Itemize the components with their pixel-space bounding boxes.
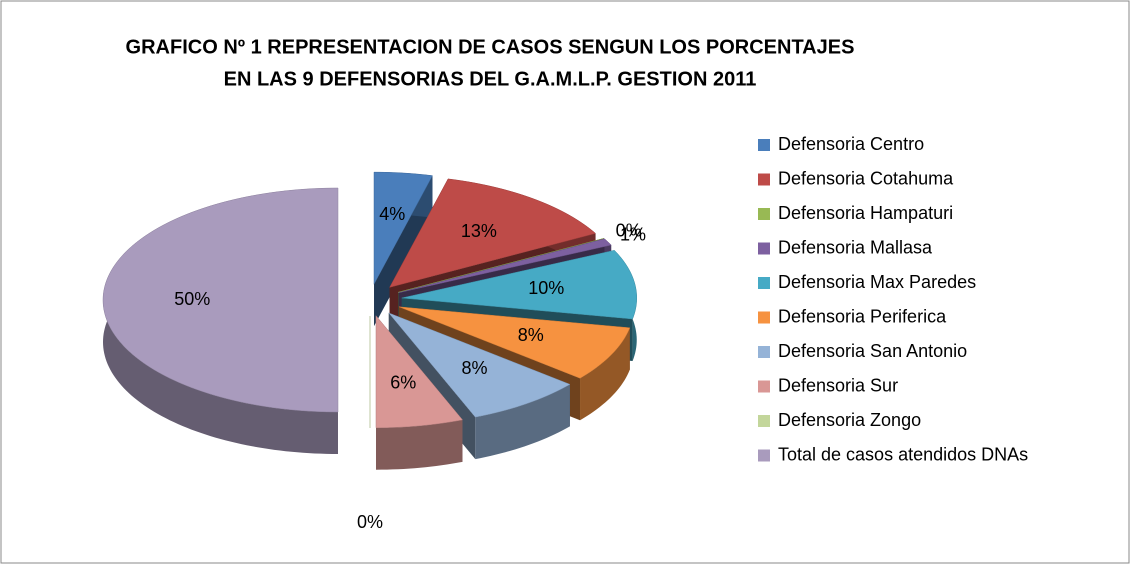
data-label: 8% (518, 325, 544, 345)
slice-side (375, 419, 463, 470)
slice-side (580, 327, 630, 421)
pie-slice (375, 315, 463, 428)
legend-label: Defensoria Hampaturi (778, 203, 953, 223)
chart-title: EN LAS 9 DEFENSORIAS DEL G.A.M.L.P. GEST… (224, 68, 757, 90)
data-label: 0% (616, 221, 642, 241)
slice-side (475, 384, 570, 460)
pie-slice (373, 171, 433, 285)
data-label: 0% (357, 512, 383, 532)
data-label: 4% (379, 204, 405, 224)
pie-slice (389, 178, 597, 288)
legend-swatch (758, 415, 770, 427)
data-label: 13% (461, 221, 497, 241)
pie-slice (398, 306, 631, 379)
legend-label: Defensoria San Antonio (778, 341, 967, 361)
legend-swatch (758, 139, 770, 151)
data-label: 6% (390, 373, 416, 393)
pie-slice (401, 250, 637, 320)
legend-swatch (758, 173, 770, 186)
data-label: 1% (620, 225, 646, 245)
data-label: 10% (528, 278, 564, 298)
legend-swatch (758, 242, 770, 255)
pie-slice (398, 238, 612, 293)
pie-slice (397, 238, 605, 293)
legend-swatch (758, 277, 770, 289)
data-label: 8% (461, 358, 487, 378)
legend-swatch (758, 449, 770, 462)
legend-swatch (758, 380, 770, 393)
data-label: 50% (174, 289, 210, 309)
legend-label: Defensoria Sur (778, 375, 898, 395)
legend-label: Defensoria Periferica (778, 306, 947, 326)
legend-label: Defensoria Max Paredes (778, 272, 976, 292)
legend-label: Defensoria Zongo (778, 410, 921, 430)
chart-title: GRAFICO Nº 1 REPRESENTACION DE CASOS SEN… (126, 36, 855, 58)
legend-swatch (758, 311, 770, 324)
legend-label: Defensoria Mallasa (778, 237, 933, 257)
pie-slice (388, 312, 571, 418)
legend-swatch (758, 208, 770, 220)
legend-swatch (758, 346, 770, 358)
legend-label: Total de casos atendidos DNAs (778, 444, 1028, 464)
legend-label: Defensoria Centro (778, 134, 924, 154)
pie-slice (102, 187, 339, 413)
legend-label: Defensoria Cotahuma (778, 168, 954, 188)
